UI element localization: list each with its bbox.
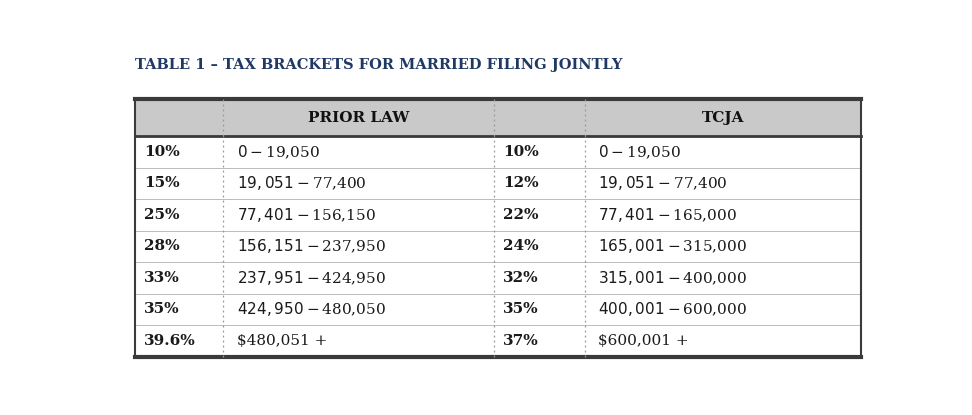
Text: 25%: 25% bbox=[144, 208, 180, 222]
Text: 32%: 32% bbox=[503, 271, 539, 285]
Text: 33%: 33% bbox=[144, 271, 180, 285]
Text: $77,401 - $165,000: $77,401 - $165,000 bbox=[599, 206, 737, 224]
Bar bbox=[135, 99, 861, 136]
Text: 35%: 35% bbox=[503, 302, 539, 316]
Text: $600,001 +: $600,001 + bbox=[599, 334, 689, 348]
Text: 39.6%: 39.6% bbox=[144, 334, 195, 348]
Bar bbox=[135, 136, 861, 168]
Text: $165,001 - $315,000: $165,001 - $315,000 bbox=[599, 237, 747, 255]
Text: $156,151 - $237,950: $156,151 - $237,950 bbox=[237, 237, 386, 255]
Text: 22%: 22% bbox=[503, 208, 538, 222]
Text: 35%: 35% bbox=[144, 302, 180, 316]
Text: PRIOR LAW: PRIOR LAW bbox=[308, 111, 409, 124]
Text: $480,051 +: $480,051 + bbox=[237, 334, 328, 348]
Text: $77,401 - $156,150: $77,401 - $156,150 bbox=[237, 206, 375, 224]
Text: $19,051 - $77,400: $19,051 - $77,400 bbox=[599, 174, 728, 192]
Text: $315,001 - $400,000: $315,001 - $400,000 bbox=[599, 269, 747, 287]
Text: $0 - $19,050: $0 - $19,050 bbox=[237, 143, 320, 161]
Bar bbox=[135, 168, 861, 199]
Bar bbox=[135, 293, 861, 325]
Text: 37%: 37% bbox=[503, 334, 539, 348]
Text: TABLE 1 – TAX BRACKETS FOR MARRIED FILING JOINTLY: TABLE 1 – TAX BRACKETS FOR MARRIED FILIN… bbox=[135, 58, 622, 72]
Text: TCJA: TCJA bbox=[702, 111, 745, 124]
Text: $0 - $19,050: $0 - $19,050 bbox=[599, 143, 681, 161]
Bar bbox=[135, 262, 861, 293]
Text: 15%: 15% bbox=[144, 176, 180, 190]
Text: 12%: 12% bbox=[503, 176, 539, 190]
Text: $237,951 - $424,950: $237,951 - $424,950 bbox=[237, 269, 386, 287]
Text: $19,051 - $77,400: $19,051 - $77,400 bbox=[237, 174, 366, 192]
Text: 10%: 10% bbox=[503, 145, 539, 159]
Text: 10%: 10% bbox=[144, 145, 180, 159]
Bar bbox=[135, 325, 861, 356]
Text: 24%: 24% bbox=[503, 239, 539, 253]
Text: $400,001 - $600,000: $400,001 - $600,000 bbox=[599, 300, 747, 318]
Text: 28%: 28% bbox=[144, 239, 180, 253]
Text: $424,950 - $480,050: $424,950 - $480,050 bbox=[237, 300, 386, 318]
Bar bbox=[135, 231, 861, 262]
Bar bbox=[135, 199, 861, 231]
